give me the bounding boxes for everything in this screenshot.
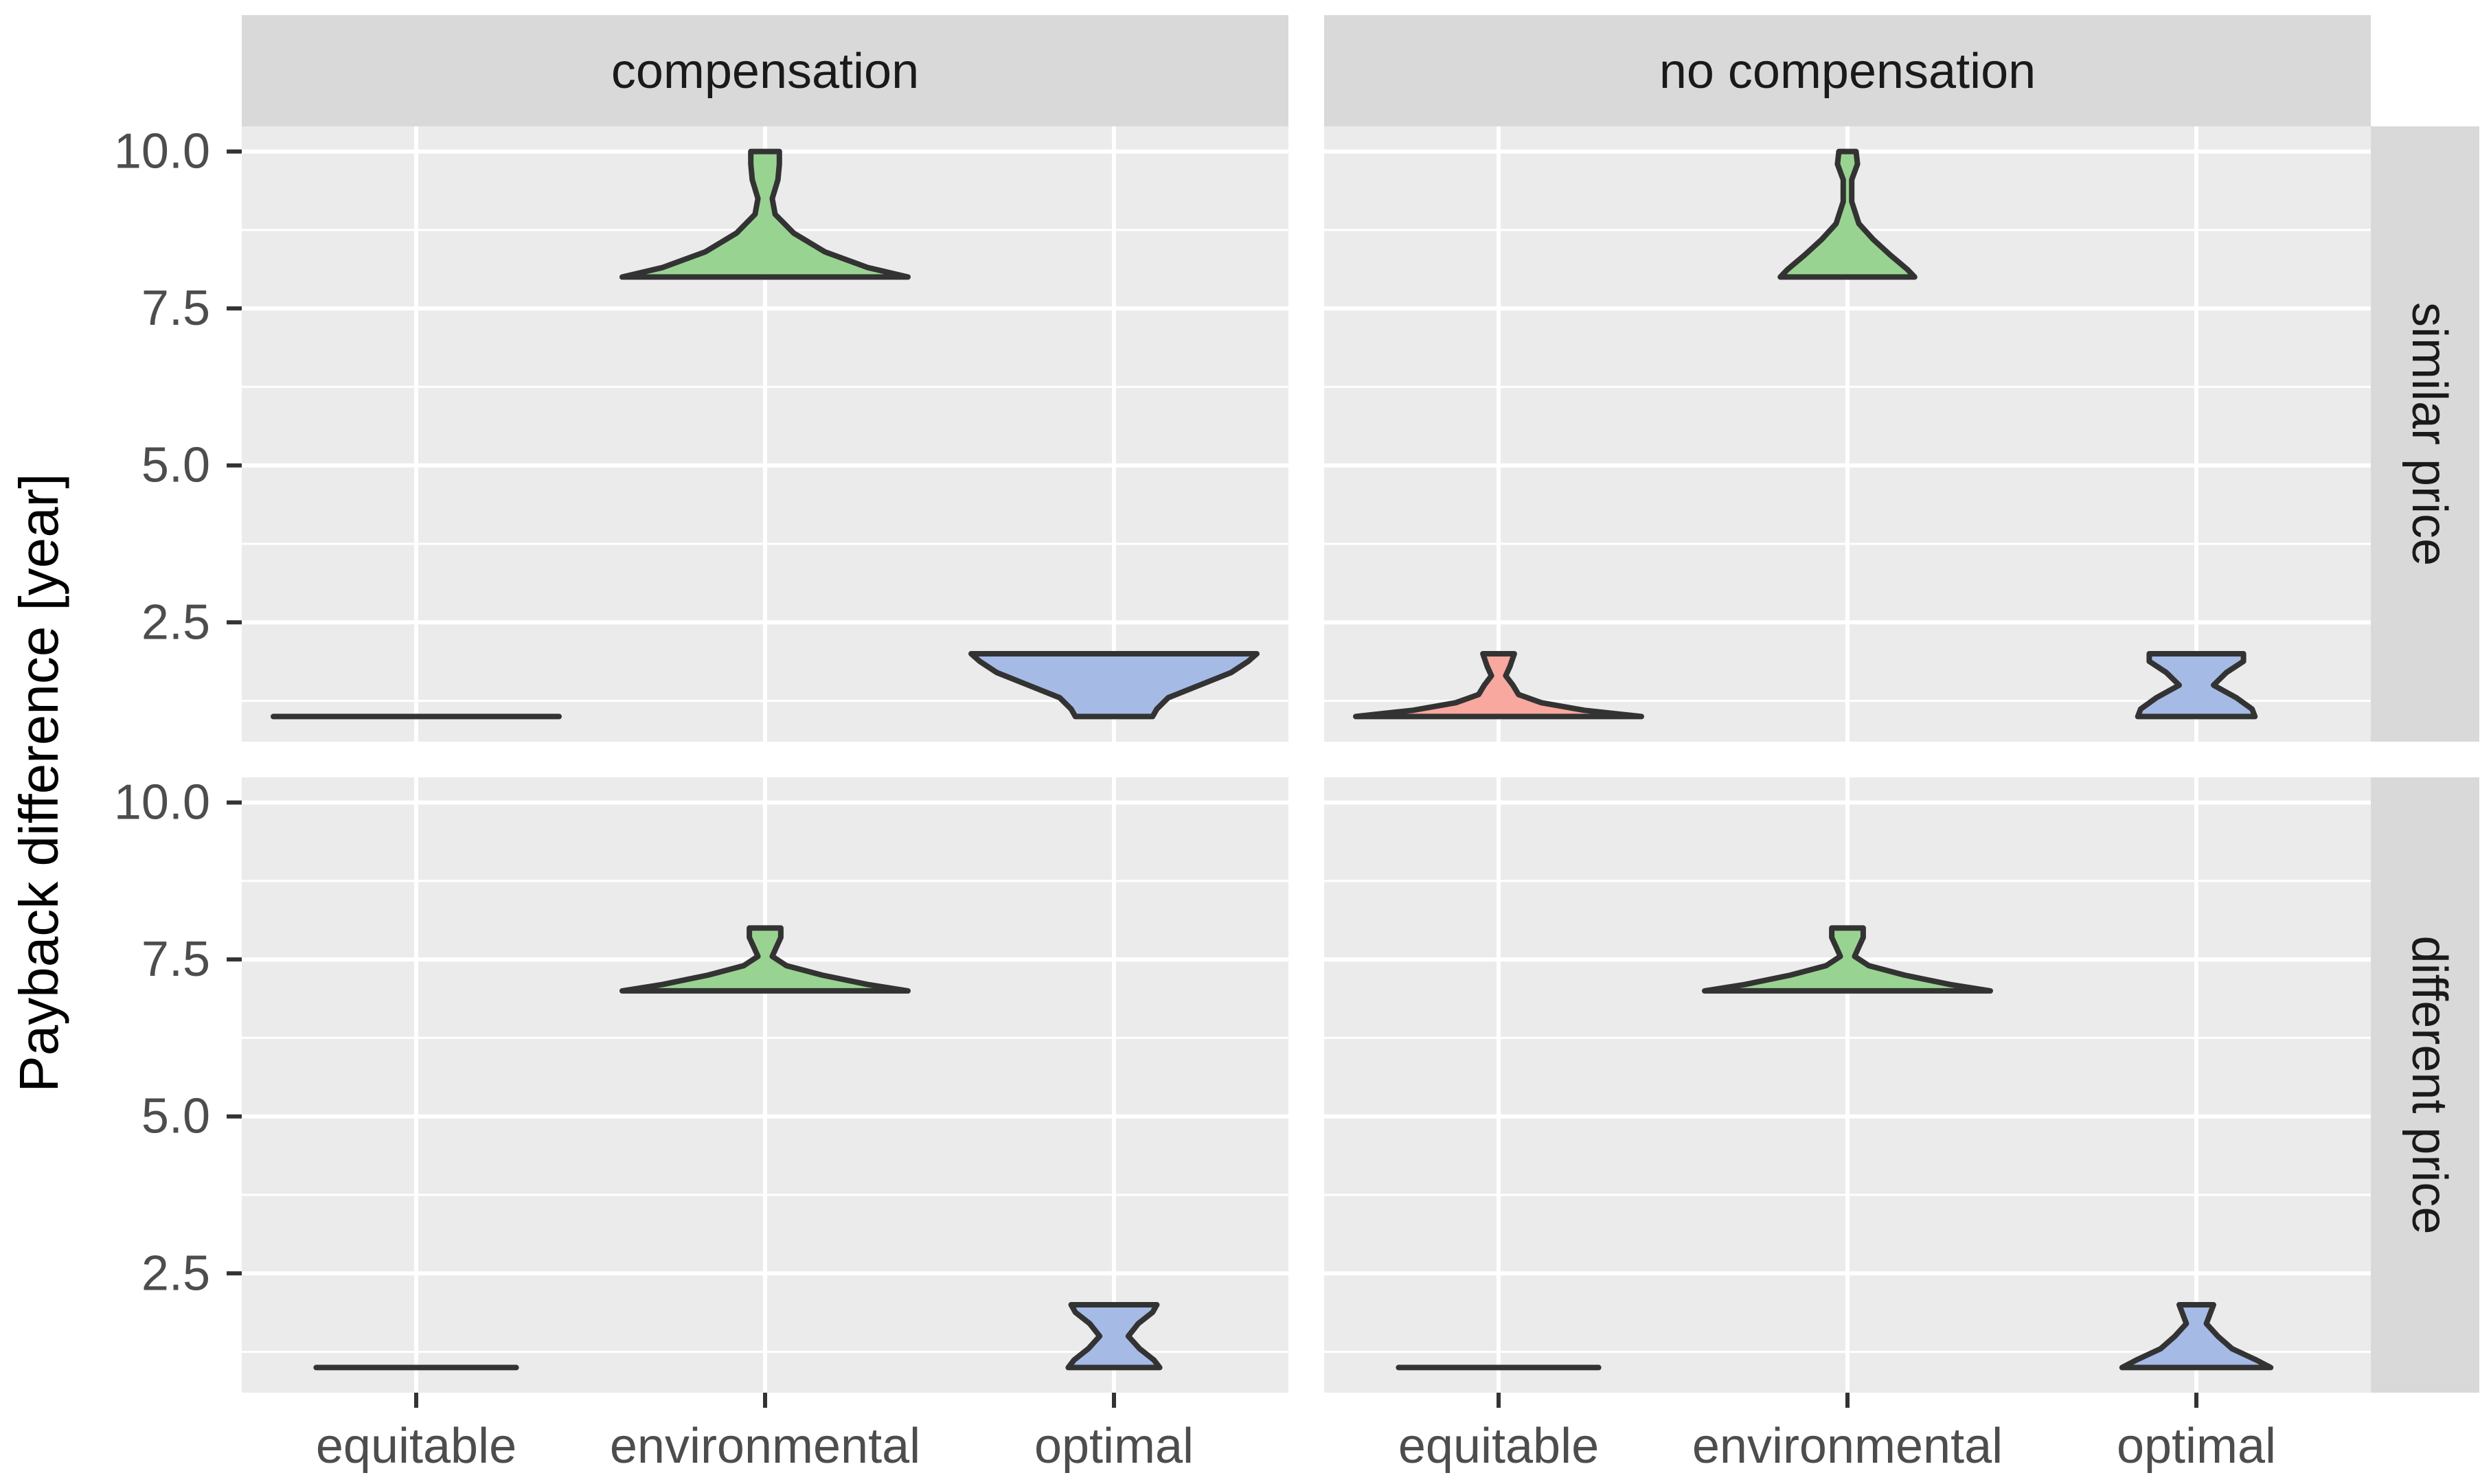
y-tick-label: 10.0 — [114, 775, 210, 830]
y-tick-label: 7.5 — [141, 932, 210, 987]
y-tick-label: 5.0 — [141, 1089, 210, 1144]
x-tick-label-equitable: equitable — [316, 1419, 516, 1474]
violin-equitable — [1353, 651, 1644, 720]
facet-panels: compensation no compensation similar price… — [114, 15, 2479, 1474]
strip-compensation — [242, 15, 1288, 126]
strip-no-compensation — [1324, 15, 2371, 126]
strip-different-price — [2371, 777, 2479, 1393]
y-tick-label: 5.0 — [141, 438, 210, 493]
violin-optimal — [2135, 651, 2258, 720]
panel-compensation-similar-price — [242, 126, 1288, 742]
y-tick-label: 2.5 — [141, 1246, 210, 1301]
violin-environmental — [1702, 925, 1993, 994]
strip-label-similar-price: similar price — [2402, 302, 2457, 566]
panel-no-compensation-different-price — [1324, 777, 2371, 1393]
y-tick-label: 2.5 — [141, 595, 210, 650]
violin-optimal — [2119, 1302, 2274, 1371]
panel-no-compensation-similar-price — [1324, 126, 2371, 742]
violin-optimal — [968, 651, 1260, 720]
x-tick-label-optimal: optimal — [2117, 1419, 2276, 1474]
y-tick-label: 10.0 — [114, 124, 210, 179]
strip-label-no-compensation: no compensation — [1659, 44, 2036, 99]
panel-compensation-different-price — [242, 777, 1288, 1393]
strip-label-different-price: different price — [2402, 936, 2457, 1235]
strip-similar-price — [2371, 126, 2479, 742]
violin-environmental — [1777, 148, 1918, 280]
violin-environmental — [619, 925, 911, 994]
y-tick-label: 7.5 — [141, 281, 210, 336]
y-axis-title: Payback difference [year] — [8, 473, 69, 1092]
violin-optimal — [1065, 1302, 1163, 1371]
strip-label-compensation: compensation — [611, 44, 919, 99]
x-tick-label-equitable: equitable — [1398, 1419, 1599, 1474]
violin-environmental — [619, 148, 911, 280]
x-tick-label-optimal: optimal — [1034, 1419, 1194, 1474]
x-tick-label-environmental: environmental — [610, 1419, 920, 1474]
x-tick-label-environmental: environmental — [1692, 1419, 2003, 1474]
